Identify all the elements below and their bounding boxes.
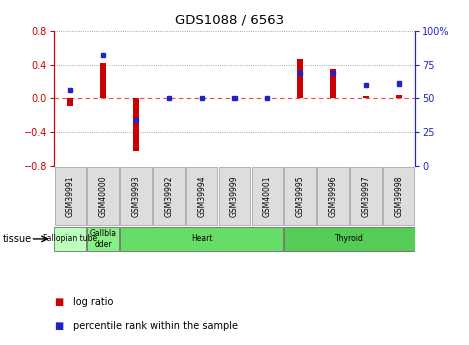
Text: GSM39997: GSM39997: [361, 175, 371, 217]
FancyBboxPatch shape: [87, 167, 119, 225]
Bar: [363, 96, 369, 98]
FancyBboxPatch shape: [54, 227, 86, 250]
Text: percentile rank within the sample: percentile rank within the sample: [73, 321, 238, 331]
Text: Gallbla
dder: Gallbla dder: [90, 229, 117, 249]
FancyBboxPatch shape: [350, 167, 382, 225]
Bar: [330, 69, 336, 98]
FancyBboxPatch shape: [284, 227, 415, 250]
Text: GSM39999: GSM39999: [230, 175, 239, 217]
Text: GSM39996: GSM39996: [328, 175, 338, 217]
Bar: [199, 96, 204, 100]
FancyBboxPatch shape: [54, 167, 86, 225]
FancyBboxPatch shape: [251, 167, 283, 225]
Text: Thyroid: Thyroid: [335, 234, 364, 244]
FancyBboxPatch shape: [153, 167, 185, 225]
Bar: [396, 81, 401, 86]
Text: GSM39991: GSM39991: [66, 175, 75, 217]
Text: ■: ■: [54, 321, 63, 331]
Bar: [68, 98, 73, 106]
FancyBboxPatch shape: [219, 167, 250, 225]
Bar: [134, 118, 138, 122]
Text: log ratio: log ratio: [73, 297, 113, 307]
Bar: [100, 63, 106, 98]
Text: GSM39992: GSM39992: [164, 175, 174, 217]
Text: tissue: tissue: [2, 234, 31, 244]
FancyBboxPatch shape: [120, 227, 283, 250]
Text: GSM39993: GSM39993: [131, 175, 141, 217]
Bar: [166, 96, 171, 100]
Bar: [363, 83, 368, 87]
Bar: [68, 88, 73, 92]
FancyBboxPatch shape: [87, 227, 119, 250]
Bar: [133, 98, 139, 151]
Bar: [331, 71, 335, 75]
Text: Heart: Heart: [191, 234, 212, 244]
Text: Fallopian tube: Fallopian tube: [43, 234, 98, 244]
Text: ■: ■: [54, 297, 63, 307]
Text: GSM40001: GSM40001: [263, 175, 272, 217]
FancyBboxPatch shape: [186, 167, 218, 225]
FancyBboxPatch shape: [317, 167, 349, 225]
Bar: [101, 53, 106, 57]
FancyBboxPatch shape: [284, 167, 316, 225]
Bar: [297, 59, 303, 98]
Text: GDS1088 / 6563: GDS1088 / 6563: [175, 14, 284, 27]
Text: GSM39994: GSM39994: [197, 175, 206, 217]
Bar: [232, 96, 237, 100]
Text: GSM40000: GSM40000: [98, 175, 108, 217]
Text: GSM39995: GSM39995: [295, 175, 305, 217]
Bar: [298, 71, 303, 75]
FancyBboxPatch shape: [120, 167, 152, 225]
FancyBboxPatch shape: [383, 167, 415, 225]
Bar: [265, 96, 270, 100]
Bar: [396, 95, 401, 98]
Text: GSM39998: GSM39998: [394, 175, 403, 217]
